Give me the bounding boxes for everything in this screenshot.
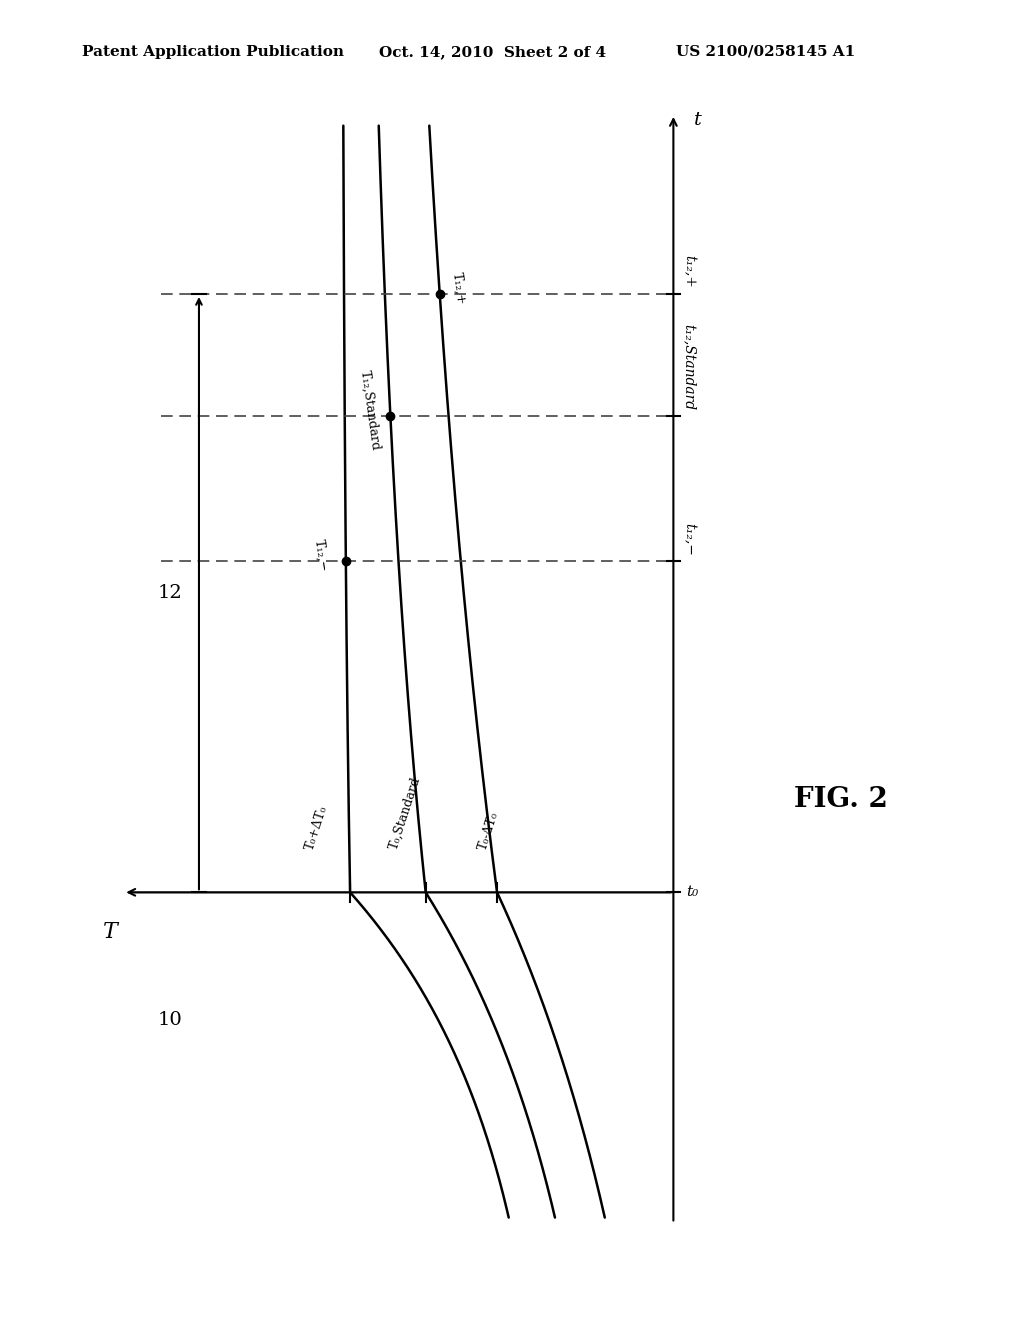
Text: t: t [694,111,702,129]
Text: 10: 10 [158,1011,182,1030]
Text: Oct. 14, 2010  Sheet 2 of 4: Oct. 14, 2010 Sheet 2 of 4 [379,45,606,59]
Text: t₁₂,Standard: t₁₂,Standard [682,325,695,411]
Text: T₁₂,+: T₁₂,+ [450,271,467,305]
Text: 12: 12 [158,585,182,602]
Text: t₁₂,−: t₁₂,− [682,523,695,556]
Text: FIG. 2: FIG. 2 [795,785,888,813]
Text: t₀: t₀ [686,886,698,899]
Text: T₁₂,−: T₁₂,− [312,539,330,573]
Text: US 2100/0258145 A1: US 2100/0258145 A1 [676,45,855,59]
Text: Patent Application Publication: Patent Application Publication [82,45,344,59]
Text: T₀+ΔT₀: T₀+ΔT₀ [303,804,330,851]
Text: t₁₂,+: t₁₂,+ [682,255,695,288]
Text: T₀,Standard: T₀,Standard [387,775,423,851]
Text: T₁₂,Standard: T₁₂,Standard [358,370,383,451]
Text: T₀-ΔT₀: T₀-ΔT₀ [476,809,501,851]
Text: T: T [103,921,118,944]
